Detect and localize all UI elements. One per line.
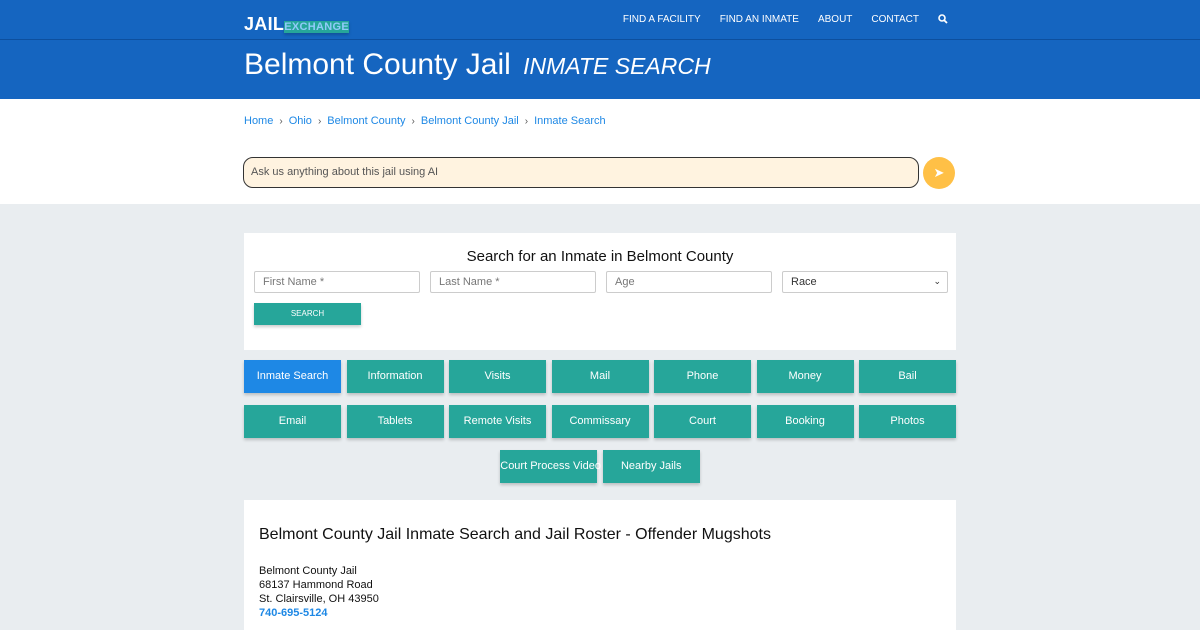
nav-button-money[interactable]: Money: [756, 360, 854, 393]
paper-plane-icon[interactable]: ➤: [923, 157, 955, 189]
chevron-down-icon: ⌄: [933, 276, 941, 286]
nav-button-commissary[interactable]: Commissary: [551, 405, 649, 438]
nav-button-court[interactable]: Court: [654, 405, 751, 438]
nav-button-nearby-jails[interactable]: Nearby Jails: [602, 450, 700, 483]
navbar: JAILEXCHANGE FIND A FACILITY FIND AN INM…: [0, 0, 1200, 40]
search-title: Search for an Inmate in Belmont County: [466, 248, 734, 265]
logo[interactable]: JAILEXCHANGE: [244, 11, 349, 44]
jail-name: Belmont County Jail: [259, 565, 357, 577]
header: JAILEXCHANGE FIND A FACILITY FIND AN INM…: [0, 0, 1200, 99]
button-row: Inmate Search Information Visits Mail Phone M…: [244, 360, 956, 393]
jail-phone-link[interactable]: 740-695-5124: [259, 607, 328, 619]
jail-city: St. Clairsville, OH 43950: [259, 593, 379, 605]
crumb-jail[interactable]: Belmont County Jail: [420, 115, 519, 127]
race-value: Race: [791, 276, 817, 288]
jail-info: Belmont County Jail Inmate Search and Ja…: [244, 500, 956, 630]
nav-button-mail[interactable]: Mail: [551, 360, 649, 393]
age-input[interactable]: Age: [606, 271, 772, 293]
crumb-home[interactable]: Home: [244, 115, 274, 127]
nav-about[interactable]: ABOUT: [817, 14, 853, 25]
section-buttons: Inmate Search Information Visits Mail Phone M…: [244, 360, 956, 495]
page-title: Belmont County Jail INMATE SEARCH: [244, 48, 711, 82]
crumb-ohio[interactable]: Ohio: [288, 115, 312, 127]
button-row: Court Process Video Nearby Jails: [244, 450, 956, 483]
jail-address: 68137 Hammond Road: [259, 579, 373, 591]
nav-button-booking[interactable]: Booking: [756, 405, 854, 438]
crumb-county[interactable]: Belmont County: [327, 115, 406, 127]
first-name-input[interactable]: First Name *: [254, 271, 420, 293]
chevron-right-icon: ›: [279, 115, 283, 127]
nav-button-email[interactable]: Email: [244, 405, 341, 438]
chevron-right-icon: ›: [317, 115, 322, 127]
last-name-input[interactable]: Last Name *: [430, 271, 596, 293]
button-row: Email Tablets Remote Visits Commissary Court…: [244, 405, 956, 438]
nav-find-facility[interactable]: FIND A FACILITY: [622, 14, 701, 25]
chevron-right-icon: ›: [411, 115, 415, 127]
nav-button-tablets[interactable]: Tablets: [346, 405, 444, 438]
nav-button-court-process-video[interactable]: Court Process Video: [500, 450, 601, 483]
breadcrumb: Home › Ohio › Belmont County › Belmont Coun…: [244, 115, 606, 127]
nav-find-inmate[interactable]: FIND AN INMATE: [719, 14, 799, 25]
nav-button-information[interactable]: Information: [346, 360, 444, 393]
info-heading: Belmont County Jail Inmate Search and Ja…: [259, 526, 771, 543]
nav-button-inmate-search[interactable]: Inmate Search: [244, 360, 341, 393]
logo-exchange: EXCHANGE: [284, 21, 349, 33]
inmate-search-form: Search for an Inmate in Belmont County F…: [244, 233, 956, 350]
title-subtitle: INMATE SEARCH: [523, 53, 711, 79]
nav-button-phone[interactable]: Phone: [654, 360, 751, 393]
ai-question-input[interactable]: Ask us anything about this jail using AI: [243, 157, 919, 188]
search-icon[interactable]: [938, 14, 948, 27]
title-text: Belmont County Jail: [244, 48, 511, 81]
nav-contact[interactable]: CONTACT: [871, 14, 919, 25]
logo-jail: JAIL: [244, 14, 285, 34]
nav-button-photos[interactable]: Photos: [859, 405, 956, 438]
crumb-inmate-search[interactable]: Inmate Search: [534, 115, 606, 127]
chevron-right-icon: ›: [524, 115, 529, 127]
nav-button-bail[interactable]: Bail: [859, 360, 956, 393]
nav-button-remote-visits[interactable]: Remote Visits: [449, 405, 546, 438]
search-button[interactable]: SEARCH: [254, 303, 361, 325]
race-select[interactable]: Race ⌄: [782, 271, 948, 293]
nav-button-visits[interactable]: Visits: [449, 360, 546, 393]
